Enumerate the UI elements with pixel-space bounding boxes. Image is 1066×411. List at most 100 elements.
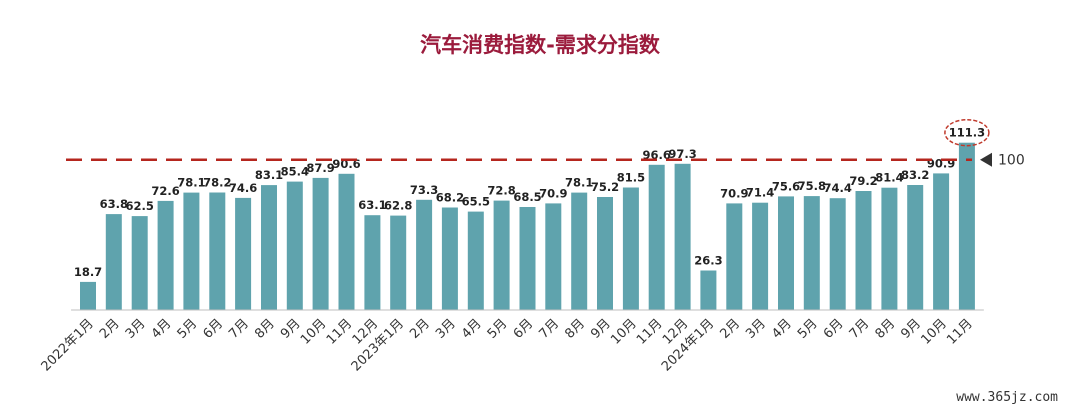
x-tick-label-1: 2月 [97, 316, 123, 342]
bar-9 [312, 177, 329, 310]
value-label-25: 70.9 [720, 186, 748, 200]
x-tick-label-28: 5月 [795, 316, 821, 342]
bar-11 [364, 215, 381, 310]
bar-20 [597, 197, 613, 310]
reference-marker-triangle [980, 152, 992, 167]
x-tick-label-7: 8月 [252, 316, 278, 342]
bar-22 [648, 164, 665, 310]
x-tick-label-3: 4月 [149, 316, 175, 342]
x-tick-label-29: 6月 [821, 316, 847, 342]
bar-24 [700, 270, 717, 310]
bar-14 [441, 207, 458, 310]
value-label-3: 72.6 [151, 184, 179, 198]
x-tick-label-18: 7月 [536, 316, 562, 342]
value-label-28: 75.8 [798, 179, 826, 193]
bar-28 [803, 196, 820, 310]
x-tick-label-19: 8月 [562, 316, 588, 342]
x-tick-label-33: 10月 [918, 316, 949, 347]
bar-3 [157, 200, 174, 310]
value-labels: 18.763.862.572.678.178.274.683.185.487.9… [74, 126, 985, 279]
bar-33 [933, 173, 950, 310]
x-tick-label-6: 7月 [226, 316, 252, 342]
highlight-circle [944, 118, 990, 147]
value-label-17: 68.5 [513, 190, 541, 204]
value-label-31: 81.4 [875, 171, 903, 185]
value-label-29: 74.4 [824, 181, 852, 195]
bar-series [80, 142, 975, 310]
x-tick-label-26: 3月 [743, 316, 769, 342]
value-label-21: 81.5 [617, 171, 645, 185]
value-label-11: 63.1 [358, 198, 386, 212]
bar-29 [829, 198, 846, 310]
bar-21 [622, 187, 639, 310]
value-label-13: 73.3 [410, 183, 438, 197]
x-tick-label-15: 4月 [459, 316, 485, 342]
bar-12 [390, 215, 407, 310]
reference-line-label: 100 [998, 153, 1025, 169]
value-label-7: 83.1 [255, 168, 283, 182]
value-label-0: 18.7 [74, 265, 102, 279]
bar-13 [416, 199, 433, 310]
bar-25 [726, 203, 743, 310]
x-tick-label-4: 5月 [175, 316, 201, 342]
x-tick-label-16: 5月 [485, 316, 511, 342]
bar-26 [752, 202, 769, 310]
x-tick-label-14: 3月 [433, 316, 459, 342]
bar-31 [881, 187, 898, 310]
x-tick-label-34: 11月 [944, 316, 975, 347]
value-label-27: 75.6 [772, 179, 800, 193]
value-label-22: 96.6 [643, 148, 671, 162]
bar-27 [778, 196, 794, 310]
value-label-19: 78.1 [565, 176, 593, 190]
bar-18 [545, 203, 562, 310]
bar-30 [855, 191, 872, 310]
value-label-32: 83.2 [901, 168, 929, 182]
bar-23 [674, 163, 691, 310]
x-tick-label-13: 2月 [407, 316, 433, 342]
x-tick-label-25: 2月 [717, 316, 743, 342]
bar-34 [958, 142, 975, 310]
x-tick-label-0: 2022年1月 [39, 316, 97, 374]
bar-4 [183, 192, 200, 310]
x-tick-label-22: 11月 [634, 316, 665, 347]
value-label-16: 72.8 [487, 184, 515, 198]
bar-7 [261, 185, 277, 310]
value-label-18: 70.9 [539, 186, 567, 200]
x-tick-label-2: 3月 [123, 316, 149, 342]
value-label-34: 111.3 [949, 126, 985, 140]
x-tick-label-27: 4月 [769, 316, 795, 342]
bar-0 [80, 281, 96, 310]
value-label-26: 71.4 [746, 186, 774, 200]
bar-10 [338, 173, 355, 310]
x-tick-label-9: 10月 [298, 316, 329, 347]
x-tick-label-17: 6月 [511, 316, 537, 342]
value-label-20: 75.2 [591, 180, 619, 194]
bar-8 [286, 181, 303, 310]
x-tick-label-5: 6月 [200, 316, 226, 342]
value-label-9: 87.9 [306, 161, 334, 175]
value-label-1: 63.8 [100, 197, 128, 211]
bar-19 [571, 192, 588, 310]
bar-5 [209, 192, 226, 310]
watermark: www.365jz.com [956, 390, 1058, 405]
x-tick-label-21: 10月 [608, 316, 639, 347]
value-label-24: 26.3 [694, 254, 722, 268]
bar-2 [131, 216, 148, 310]
value-label-8: 85.4 [281, 165, 309, 179]
bar-1 [105, 214, 122, 310]
x-tick-label-10: 11月 [324, 316, 355, 347]
value-label-5: 78.2 [203, 176, 231, 190]
value-label-6: 74.6 [229, 181, 257, 195]
x-tick-label-31: 8月 [873, 316, 899, 342]
x-tick-label-30: 7月 [847, 316, 873, 342]
bar-6 [235, 197, 252, 310]
bar-32 [907, 185, 924, 310]
value-label-2: 62.5 [126, 199, 154, 213]
value-label-15: 65.5 [462, 195, 490, 209]
bar-16 [493, 200, 510, 310]
chart-title: 汽车消费指数-需求分指数 [420, 33, 661, 57]
value-label-4: 78.1 [177, 176, 205, 190]
bar-17 [519, 207, 536, 310]
